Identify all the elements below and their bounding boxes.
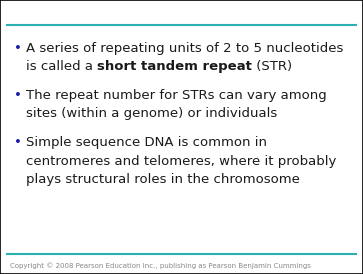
Text: •: • (14, 136, 22, 149)
Text: Simple sequence DNA is common in: Simple sequence DNA is common in (26, 136, 267, 149)
Text: sites (within a genome) or individuals: sites (within a genome) or individuals (26, 107, 277, 120)
Text: short tandem repeat: short tandem repeat (97, 60, 252, 73)
Text: plays structural roles in the chromosome: plays structural roles in the chromosome (26, 173, 300, 185)
Text: is called a: is called a (26, 60, 97, 73)
Text: •: • (14, 89, 22, 102)
Text: •: • (14, 42, 22, 55)
Text: A series of repeating units of 2 to 5 nucleotides: A series of repeating units of 2 to 5 nu… (26, 42, 343, 55)
Text: centromeres and telomeres, where it probably: centromeres and telomeres, where it prob… (26, 155, 337, 167)
Text: (STR): (STR) (252, 60, 292, 73)
Text: The repeat number for STRs can vary among: The repeat number for STRs can vary amon… (26, 89, 327, 102)
Text: Copyright © 2008 Pearson Education Inc., publishing as Pearson Benjamin Cummings: Copyright © 2008 Pearson Education Inc.,… (10, 263, 311, 269)
